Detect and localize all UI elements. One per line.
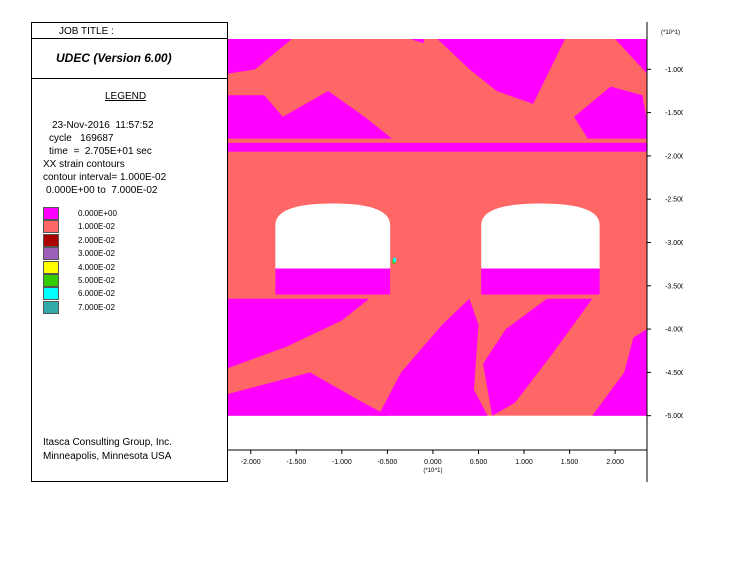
legend-swatch xyxy=(43,300,59,314)
divider xyxy=(31,78,227,79)
legend-swatch-label: 4.000E-02 xyxy=(78,262,115,272)
contour-zone xyxy=(228,39,292,74)
divider xyxy=(31,38,227,39)
y-tick-label: -4.500 xyxy=(665,370,683,377)
legend-title: LEGEND xyxy=(105,91,147,102)
contour-interval: contour interval= 1.000E-02 xyxy=(43,172,167,183)
legend-swatch xyxy=(43,247,59,261)
x-tick-label: 1.000 xyxy=(515,459,533,466)
contour-zone xyxy=(437,39,565,104)
contour-zone xyxy=(228,298,370,369)
contour-zone xyxy=(483,298,593,416)
legend-swatch xyxy=(43,287,59,301)
contour-zone xyxy=(378,298,488,416)
contour-zone xyxy=(228,372,388,416)
legend-swatch-label: 5.000E-02 xyxy=(78,276,115,285)
cycle-line: cycle 169687 xyxy=(49,133,114,144)
contour-zone xyxy=(228,142,647,152)
x-tick-label: -0.500 xyxy=(377,459,397,466)
legend-swatch-label: 1.000E-02 xyxy=(78,222,115,232)
y-axis-multiplier: (*10^1) xyxy=(661,30,680,36)
contour-plot: -2.000 -1.500 -1.000 -0.500 0.000 0.500 1.000 1… xyxy=(228,22,683,482)
x-tick-label: 1.500 xyxy=(561,459,579,466)
company-name: Itasca Consulting Group, Inc. xyxy=(43,437,172,448)
legend-swatch-label: 2.000E-02 xyxy=(78,235,115,245)
x-tick-label: 0.500 xyxy=(470,459,488,466)
contour-zone xyxy=(615,39,647,74)
contour-zone xyxy=(275,268,391,295)
contour-range: 0.000E+00 to 7.000E-02 xyxy=(46,185,158,196)
excavation-opening xyxy=(275,203,391,269)
contour-zone xyxy=(481,268,600,295)
date-line: 23-Nov-2016 11:57:52 xyxy=(52,120,154,131)
y-tick-label: -1.000 xyxy=(665,67,683,74)
contour-type: XX strain contours xyxy=(43,159,125,170)
legend-swatch-label: 3.000E-02 xyxy=(78,249,115,259)
strain-spot xyxy=(393,257,397,262)
contour-zone xyxy=(228,91,392,139)
job-title: JOB TITLE : xyxy=(59,26,114,37)
y-tick-label: -4.000 xyxy=(665,327,683,334)
app-title: UDEC (Version 6.00) xyxy=(56,51,172,65)
x-tick-label: -2.000 xyxy=(241,459,261,466)
y-tick-label: -5.000 xyxy=(665,413,683,420)
legend-swatch-label: 0.000E+00 xyxy=(78,209,117,218)
contour-zone xyxy=(574,86,647,139)
x-tick-label: -1.000 xyxy=(332,459,352,466)
y-tick-label: -3.000 xyxy=(665,240,683,247)
legend-swatch xyxy=(43,233,59,247)
x-tick-label: 0.000 xyxy=(424,459,442,466)
contour-field xyxy=(228,39,647,416)
x-tick-label: -1.500 xyxy=(286,459,306,466)
axes: -2.000 -1.500 -1.000 -0.500 0.000 0.500 1.000 1… xyxy=(228,22,683,482)
legend-swatch xyxy=(43,260,59,274)
contour-zone xyxy=(592,329,647,416)
x-axis-multiplier: (*10^1) xyxy=(423,468,442,474)
excavation-opening xyxy=(481,203,600,269)
legend-swatch xyxy=(43,207,59,220)
y-tick-label: -2.000 xyxy=(665,153,683,160)
legend-swatch-label: 7.000E-02 xyxy=(78,302,115,312)
y-tick-label: -2.500 xyxy=(665,197,683,204)
legend-swatch xyxy=(43,220,59,234)
y-tick-label: -1.500 xyxy=(665,110,683,117)
legend-panel: JOB TITLE : UDEC (Version 6.00) LEGEND 2… xyxy=(31,22,228,482)
legend-swatch xyxy=(43,274,59,287)
time-line: time = 2.705E+01 sec xyxy=(49,146,152,157)
company-location: Minneapolis, Minnesota USA xyxy=(43,451,172,462)
x-tick-label: 2.000 xyxy=(606,459,624,466)
legend-swatch-label: 6.000E-02 xyxy=(78,289,115,299)
y-tick-label: -3.500 xyxy=(665,283,683,290)
